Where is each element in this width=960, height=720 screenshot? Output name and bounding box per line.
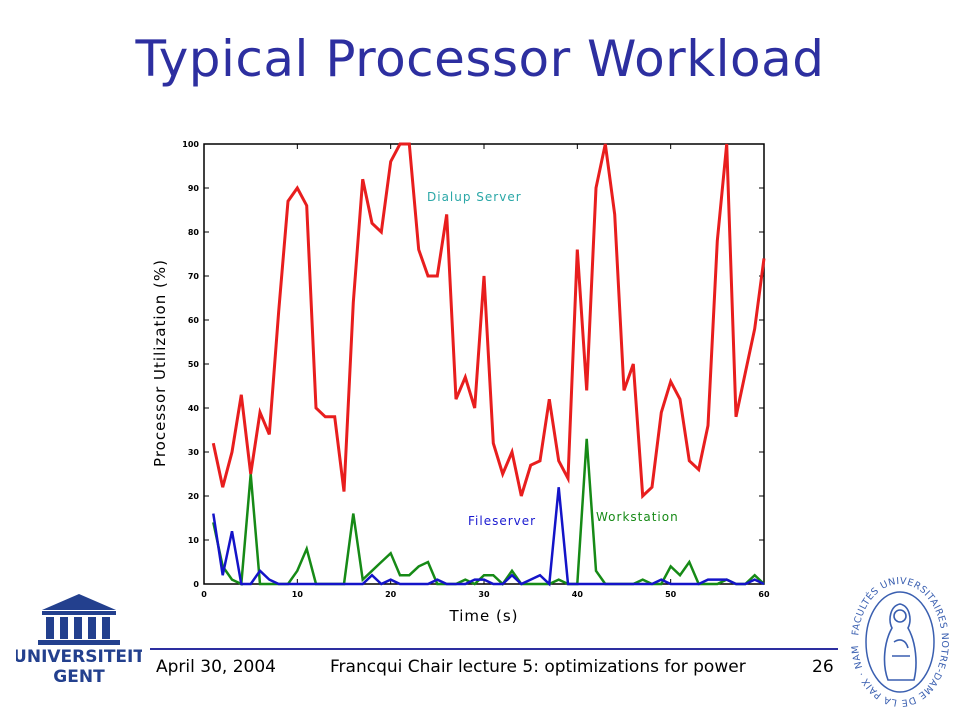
y-tick-label: 50 xyxy=(188,360,200,369)
footer-lecture-title: Francqui Chair lecture 5: optimizations … xyxy=(330,657,746,677)
y-tick-label: 90 xyxy=(188,184,200,193)
y-tick-label: 20 xyxy=(188,492,200,501)
x-axis-label: Time (s) xyxy=(449,607,519,625)
footer-date: April 30, 2004 xyxy=(156,657,276,677)
ugent-logo-icon: UNIVERSITEIT GENT xyxy=(16,594,142,687)
x-tick-label: 20 xyxy=(385,590,397,599)
y-tick-label: 10 xyxy=(188,536,200,545)
series-fileserver xyxy=(212,487,765,587)
label-dialup-server: Dialup Server xyxy=(427,190,522,204)
ugent-logo-line2: GENT xyxy=(53,667,105,687)
x-tick-label: 40 xyxy=(572,590,584,599)
y-tick-label: 80 xyxy=(188,228,200,237)
axis-ticks xyxy=(203,143,765,585)
series-workstation xyxy=(212,438,765,586)
x-tick-label: 10 xyxy=(292,590,304,599)
fundp-seal-icon: FACULTÉS UNIVERSITAIRES NOTRE-DAME DE LA… xyxy=(844,572,950,708)
label-workstation: Workstation xyxy=(596,510,679,524)
ugent-logo-line1: UNIVERSITEIT xyxy=(16,647,142,667)
x-tick-label: 50 xyxy=(665,590,677,599)
x-tick-label: 60 xyxy=(758,590,770,599)
footer-page-number: 26 xyxy=(812,657,834,677)
y-tick-label: 70 xyxy=(188,272,200,281)
series-lines xyxy=(211,142,766,587)
slide-title: Typical Processor Workload xyxy=(135,30,825,88)
x-tick-label: 0 xyxy=(201,590,207,599)
series-dialup-server xyxy=(211,142,766,500)
y-tick-label: 40 xyxy=(188,404,200,413)
tick-labels: 0 10 20 30 40 50 60 70 80 90 100 0 10 20 30 40 50 60 xyxy=(182,140,770,599)
y-tick-label: 100 xyxy=(182,140,199,149)
y-tick-label: 30 xyxy=(188,448,200,457)
x-tick-label: 30 xyxy=(478,590,490,599)
footer-divider xyxy=(150,648,838,650)
label-fileserver: Fileserver xyxy=(468,514,537,528)
y-tick-label: 0 xyxy=(193,580,199,589)
y-axis-label: Processor Utilization (%) xyxy=(151,259,169,467)
y-tick-label: 60 xyxy=(188,316,200,325)
